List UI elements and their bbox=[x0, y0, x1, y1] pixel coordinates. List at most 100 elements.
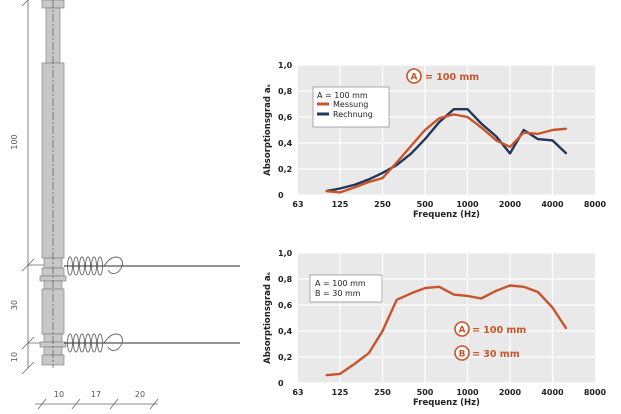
chart2-series-point-1 bbox=[325, 374, 328, 377]
dimension-label-17-width: 17 bbox=[91, 390, 101, 399]
chart2-series-point-1 bbox=[395, 298, 398, 301]
chart2-xtick-label: 125 bbox=[332, 388, 349, 397]
chart2-annotation-a-letter: A bbox=[459, 326, 466, 336]
chart2-annotation-a-letter-circle bbox=[454, 321, 470, 337]
absorption-chart-measured-vs-computed: 0 0,2 0,4 0,6 0,8 1,0 63 125 250 500 1000 2000 4000 8… bbox=[263, 61, 607, 220]
chart1-series-point-2 bbox=[367, 181, 370, 183]
chart2-annotation-b-letter-circle bbox=[454, 345, 470, 361]
chart1-series-point-2 bbox=[480, 126, 483, 129]
chart2-legend-box bbox=[309, 274, 383, 303]
chart1-series-point-2 bbox=[551, 129, 554, 131]
chart2-annotation-b-letter: B bbox=[459, 350, 466, 360]
chart1-legend-label: Messung bbox=[333, 100, 368, 109]
absorber-technical-drawing: 100 30 10 bbox=[10, 0, 240, 410]
chart1-xtick-label: 4000 bbox=[541, 200, 564, 209]
chart1-ytick-label: 0 bbox=[278, 191, 284, 200]
chart1-series-point-2 bbox=[410, 144, 413, 147]
absorption-chart-two-depths: 0 0,2 0,4 0,6 0,8 1,0 63 125 250 500 1000 2000 4000 8… bbox=[263, 249, 607, 408]
chart1-xaxis-title: Frequenz (Hz) bbox=[413, 210, 480, 220]
chart2-series-point-1 bbox=[466, 295, 469, 297]
chart1-series-point-1 bbox=[495, 135, 498, 138]
chart1-series-point-2 bbox=[339, 191, 341, 194]
chart2-ytick-label: 1,0 bbox=[278, 249, 293, 258]
chart2-ytick-label: 0,4 bbox=[278, 327, 293, 336]
chart2-ytick-label: 0,2 bbox=[278, 353, 292, 362]
chart1-series-point-2 bbox=[325, 190, 328, 193]
vertical-dimension-line bbox=[21, 0, 45, 375]
chart1-ytick-label: 0,8 bbox=[278, 87, 293, 96]
vertical-dimension-labels: 100 30 10 bbox=[10, 134, 19, 362]
chart1-legend-box bbox=[312, 86, 390, 128]
chart2-annotation-text-b: = 30 mm bbox=[472, 349, 520, 360]
dimension-label-100: 100 bbox=[10, 134, 19, 149]
chart2-series-point-1 bbox=[522, 285, 525, 288]
chart2-series-point-1 bbox=[381, 330, 384, 332]
chart1-xtick-label: 8000 bbox=[584, 200, 607, 209]
chart1-ytick-label: 0,6 bbox=[278, 113, 293, 122]
chart1-xtick-label: 500 bbox=[417, 200, 434, 209]
chart2-annotation-text-a: = 100 mm bbox=[472, 325, 526, 336]
chart2-xaxis-title: Frequenz (Hz) bbox=[413, 398, 480, 408]
chart1-series-point-1 bbox=[452, 108, 455, 111]
chart1-series-point-2 bbox=[495, 139, 498, 142]
chart1-series-point-2 bbox=[381, 177, 384, 179]
chart1-series-point-1 bbox=[367, 178, 370, 181]
dimension-label-20-width: 20 bbox=[135, 390, 145, 399]
chart1-legend-header: A = 100 mm bbox=[317, 91, 368, 100]
chart1-series-point-2 bbox=[438, 117, 441, 120]
chart2-series-point-1 bbox=[367, 352, 370, 354]
chart2-ytick-label: 0 bbox=[278, 379, 284, 388]
chart1-series-point-1 bbox=[339, 187, 341, 190]
chart2-series-line-1 bbox=[326, 284, 568, 377]
chart1-series-point-2 bbox=[424, 129, 426, 131]
chart1-series-point-1 bbox=[480, 122, 483, 125]
chart2-legend-line: B = 30 mm bbox=[315, 289, 361, 298]
chart1-series-point-1 bbox=[466, 108, 469, 111]
chart2-xtick-label: 8000 bbox=[584, 388, 607, 397]
chart1-xtick-label: 1000 bbox=[456, 200, 479, 209]
chart2-series-point-1 bbox=[551, 306, 554, 309]
chart1-series-point-2 bbox=[565, 127, 568, 130]
chart2-ytick-label: 0,8 bbox=[278, 275, 293, 284]
chart1-series-point-1 bbox=[537, 138, 539, 140]
horizontal-dimension-line bbox=[35, 398, 159, 410]
chart2-series-point-1 bbox=[354, 362, 356, 365]
chart1-series-point-1 bbox=[381, 172, 384, 174]
chart1-series-point-2 bbox=[522, 131, 525, 134]
chart2-series-point-1 bbox=[537, 291, 539, 293]
horizontal-dimension-labels: 10 17 20 bbox=[54, 390, 145, 399]
chart2-series-point-1 bbox=[480, 297, 483, 300]
chart1-ytick-label: 0,2 bbox=[278, 165, 292, 174]
chart2-series-point-1 bbox=[424, 287, 426, 289]
chart1-xtick-label: 125 bbox=[332, 200, 349, 209]
chart1-series-point-2 bbox=[537, 133, 539, 135]
chart1-series-line-2 bbox=[326, 113, 567, 194]
chart1-series-point-2 bbox=[452, 113, 455, 116]
chart1-series-point-1 bbox=[522, 129, 525, 131]
chart2-series-point-1 bbox=[452, 293, 455, 296]
chart1-series-point-2 bbox=[466, 116, 469, 118]
chart2-xtick-label: 63 bbox=[292, 388, 303, 397]
chart2-xtick-label: 4000 bbox=[541, 388, 564, 397]
chart1-series-point-2 bbox=[395, 161, 398, 164]
chart1-ytick-label: 0,4 bbox=[278, 139, 293, 148]
chart1-xtick-label: 250 bbox=[374, 200, 391, 209]
chart1-annotation-letter: A bbox=[411, 73, 418, 83]
chart1-series-point-1 bbox=[410, 152, 413, 155]
chart1-series-point-2 bbox=[509, 146, 511, 148]
chart1-xtick-label: 63 bbox=[292, 200, 303, 209]
chart1-legend-label: Rechnung bbox=[333, 110, 373, 119]
chart2-series-point-1 bbox=[509, 284, 511, 287]
chart2-series-point-1 bbox=[410, 292, 413, 295]
dimension-label-30: 30 bbox=[10, 300, 19, 310]
chart1-series-point-1 bbox=[438, 121, 441, 124]
chart1-ytick-label: 1,0 bbox=[278, 61, 293, 70]
dimension-label-10-width: 10 bbox=[54, 390, 64, 399]
chart1-series-point-1 bbox=[551, 139, 554, 142]
chart2-ytick-label: 0,6 bbox=[278, 301, 293, 310]
chart1-series-point-1 bbox=[424, 138, 426, 140]
chart2-plot-area bbox=[298, 253, 595, 383]
chart2-xtick-label: 250 bbox=[374, 388, 391, 397]
chart2-xtick-label: 500 bbox=[417, 388, 434, 397]
chart1-series-point-1 bbox=[354, 183, 356, 186]
